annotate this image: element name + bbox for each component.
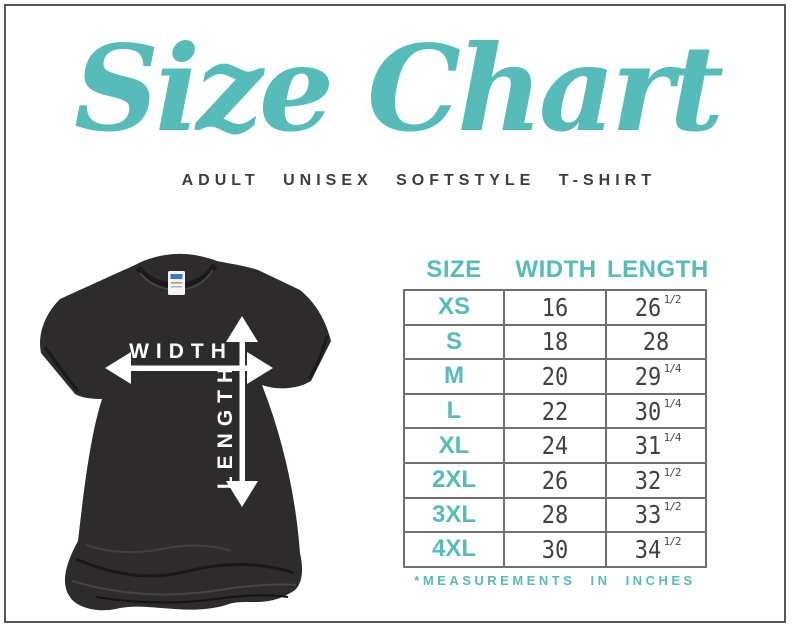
length-cell: 34 1/2: [607, 533, 705, 566]
size-cell: M: [405, 360, 505, 393]
width-value: 26: [541, 465, 569, 495]
width-value: 24: [541, 431, 569, 461]
size-table-header: SIZE WIDTH LENGTH: [403, 256, 709, 284]
width-cell: 22: [505, 394, 607, 428]
tshirt-body: [40, 253, 331, 611]
width-cell: 30: [505, 533, 607, 566]
length-value: 29: [634, 361, 661, 391]
width-value: 16: [541, 292, 569, 322]
wrinkle-line: [71, 580, 297, 596]
width-arrow-label: WIDTH: [129, 340, 233, 363]
width-cell: 20: [505, 360, 607, 393]
width-value: 30: [541, 534, 569, 564]
width-cell: 18: [505, 325, 607, 359]
width-value: 18: [541, 327, 569, 357]
size-chart-table-area: SIZE WIDTH LENGTH XS 16 26 1/2 S 18 28 M …: [403, 256, 709, 568]
length-arrow-label: LENGTH: [214, 361, 237, 489]
width-value: 22: [541, 396, 569, 426]
length-fraction: 1/2: [663, 534, 682, 548]
left-cuff-fold: [43, 346, 80, 392]
length-value: 26: [634, 292, 661, 322]
wrinkle-line: [95, 594, 289, 604]
width-arrow-icon: [105, 352, 273, 384]
length-value: 33: [634, 500, 661, 530]
size-table-body: XS 16 26 1/2 S 18 28 M 20 29 1/4 L 22 30 1/…: [403, 289, 707, 568]
length-value: 32: [634, 465, 661, 495]
header-length: LENGTH: [607, 256, 709, 283]
length-fraction: 1/2: [663, 500, 682, 514]
tshirt-illustration: WIDTH LENGTH: [26, 241, 362, 619]
length-fraction: 1/2: [663, 292, 682, 306]
wrinkle-line: [85, 544, 232, 554]
tshirt-image: WIDTH LENGTH: [40, 253, 331, 611]
size-cell: S: [405, 325, 505, 359]
table-row: M 20 29 1/4: [405, 358, 705, 393]
length-fraction: 1/4: [663, 361, 682, 375]
length-value: 34: [634, 534, 661, 564]
table-row: 2XL 26 32 1/2: [405, 461, 705, 497]
length-arrow-icon: [226, 316, 258, 507]
width-value: 20: [541, 361, 569, 391]
width-cell: 24: [505, 429, 607, 462]
table-row: XL 24 31 1/4: [405, 427, 705, 462]
table-row: 3XL 28 33 1/2: [405, 496, 705, 532]
table-row: L 22 30 1/4: [405, 392, 705, 428]
length-cell: 28: [607, 326, 705, 359]
neck-tag: [168, 271, 185, 295]
width-cell: 16: [505, 291, 607, 324]
page-title: Size Chart: [73, 19, 724, 158]
length-cell: 29 1/4: [607, 360, 705, 393]
measurements-footnote: *MEASUREMENTS IN INCHES: [414, 572, 696, 588]
page-subtitle: ADULT UNISEX SOFTSTYLE T-SHIRT: [181, 172, 656, 189]
length-value: 28: [642, 327, 670, 357]
header-width: WIDTH: [515, 256, 597, 283]
length-value: 30: [634, 396, 661, 426]
wrinkle-line: [75, 557, 295, 578]
size-cell: XL: [405, 429, 505, 462]
width-value: 28: [541, 500, 569, 530]
size-cell: 4XL: [405, 533, 505, 566]
length-value: 31: [634, 431, 661, 461]
header-size: SIZE: [426, 256, 482, 283]
length-cell: 33 1/2: [607, 499, 705, 532]
width-cell: 28: [505, 498, 607, 532]
size-cell: 2XL: [405, 463, 505, 497]
table-row: S 18 28: [405, 323, 705, 359]
table-row: 4XL 30 34 1/2: [405, 531, 705, 566]
length-cell: 30 1/4: [607, 395, 705, 428]
width-cell: 26: [505, 463, 607, 497]
length-fraction: 1/2: [663, 465, 682, 479]
size-cell: XS: [405, 291, 505, 324]
length-cell: 32 1/2: [607, 464, 705, 497]
length-fraction: 1/4: [663, 431, 682, 445]
right-cuff-fold: [307, 335, 329, 380]
size-cell: L: [405, 394, 505, 428]
length-cell: 31 1/4: [607, 429, 705, 462]
length-cell: 26 1/2: [607, 291, 705, 324]
size-cell: 3XL: [405, 498, 505, 532]
table-row: XS 16 26 1/2: [405, 291, 705, 324]
length-fraction: 1/4: [663, 396, 682, 410]
